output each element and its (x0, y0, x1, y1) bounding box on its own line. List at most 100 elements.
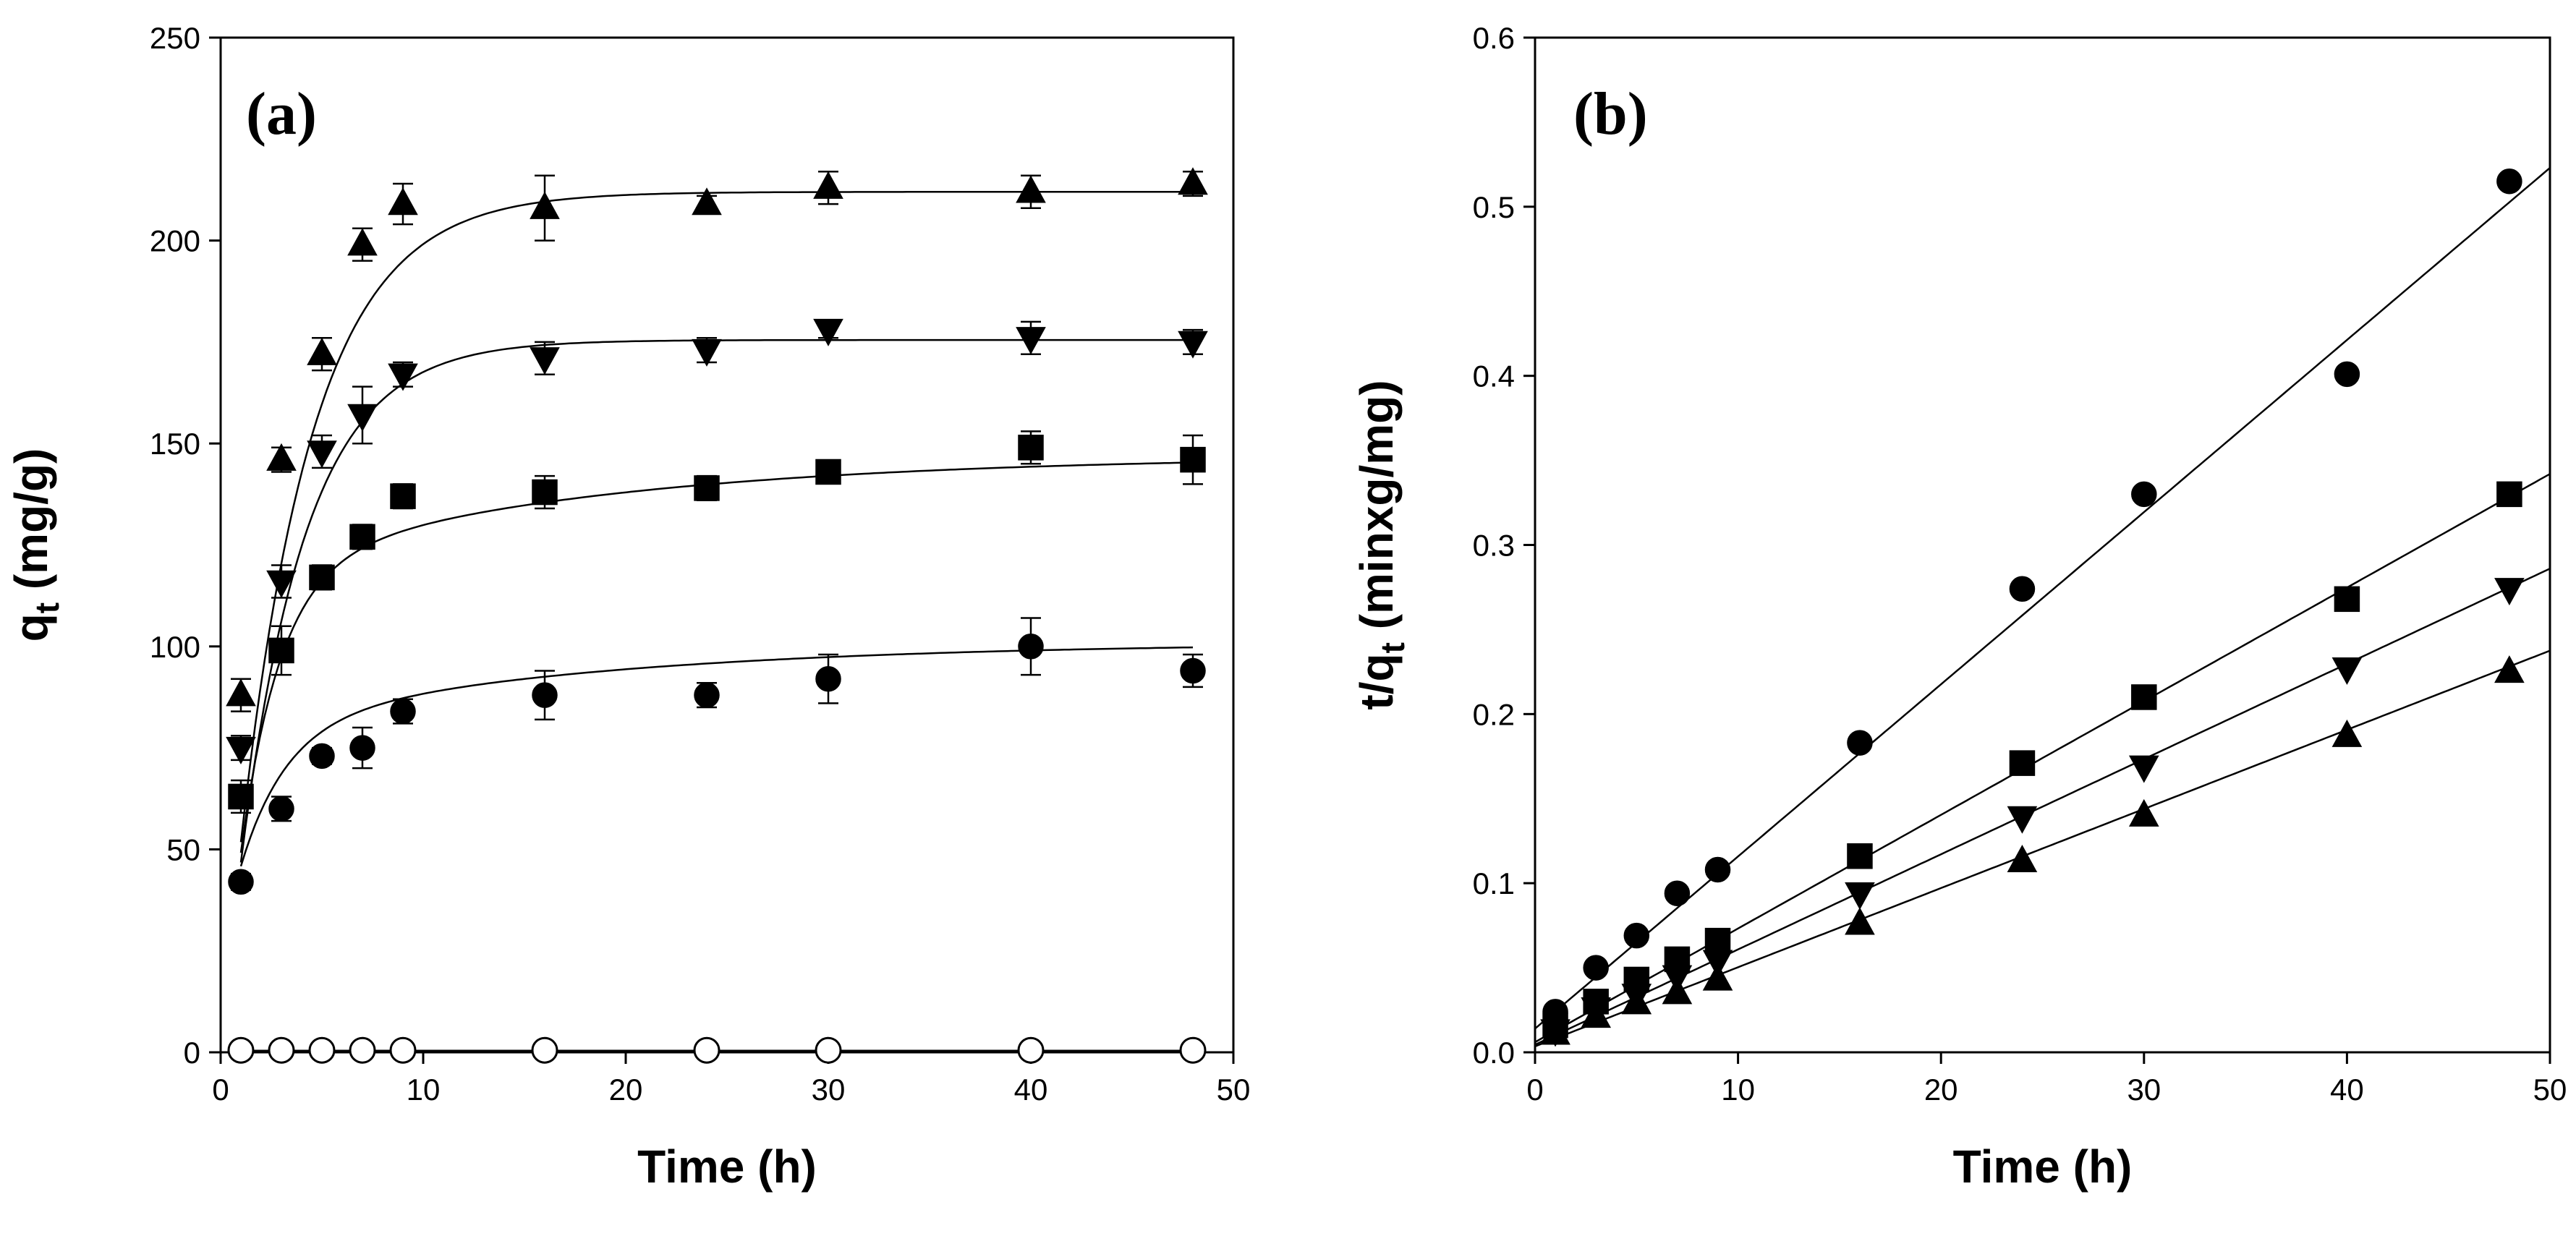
data-point-open-circle (693, 1036, 720, 1064)
y-tick-label: 150 (150, 427, 200, 461)
data-point-square (2009, 750, 2036, 776)
data-point-triangle-down (1016, 327, 1046, 355)
y-axis-title-subscript: t (28, 602, 66, 613)
data-point-circle (1847, 730, 1873, 756)
x-tick-label: 0 (212, 1073, 229, 1107)
y-tick-label: 50 (166, 832, 200, 866)
data-point-triangle-down (2007, 806, 2038, 834)
data-point-circle (1180, 657, 1206, 684)
data-point-open-circle (1017, 1036, 1045, 1064)
data-point-square (1180, 446, 1206, 473)
data-point-triangle-up (2128, 798, 2159, 827)
data-point-circle (309, 743, 335, 770)
data-point-circle (2009, 576, 2036, 602)
series-open-circle (227, 1036, 1207, 1064)
data-point-triangle-down (388, 363, 418, 391)
data-point-circle (1583, 955, 1609, 981)
data-point-triangle-down (2494, 578, 2525, 606)
series-square (1534, 473, 2551, 1044)
fit-line-triangle-down (1534, 568, 2551, 1046)
x-axis-title: Time (h) (637, 1141, 817, 1193)
data-point-circle (1664, 880, 1691, 906)
y-tick-label: 0 (184, 1036, 200, 1070)
data-point-circle (694, 682, 720, 708)
y-tick-label: 0.1 (1473, 866, 1515, 900)
x-tick-label: 30 (812, 1073, 846, 1107)
y-tick-label: 0.5 (1473, 190, 1515, 224)
x-tick-label: 50 (2533, 1073, 2567, 1107)
data-point-square (815, 459, 841, 485)
y-tick-label: 0.4 (1473, 359, 1515, 393)
data-point-open-circle (227, 1036, 255, 1064)
data-point-triangle-down (692, 338, 722, 367)
data-point-triangle-up (1178, 167, 1208, 195)
data-point-open-circle (1179, 1036, 1207, 1064)
data-point-circle (1704, 856, 1731, 883)
x-axis-title: Time (h) (1953, 1141, 2133, 1193)
data-point-triangle-down (1845, 882, 1875, 911)
data-point-circle (390, 698, 416, 725)
data-point-triangle-down (226, 736, 256, 764)
data-point-circle (532, 682, 558, 708)
data-point-square (694, 475, 720, 501)
data-point-circle (228, 869, 254, 895)
data-point-triangle-down (1178, 331, 1208, 359)
panel-label: (b) (1573, 80, 1648, 148)
series-circle (1534, 167, 2551, 1030)
data-point-triangle-up (226, 678, 256, 707)
fit-line-circle (1534, 167, 2551, 1030)
data-point-triangle-up (2331, 719, 2363, 747)
data-point-open-circle (349, 1036, 376, 1064)
data-point-triangle-up (813, 171, 843, 199)
data-point-square (1847, 843, 1873, 869)
y-axis-title-rest: (mg/g) (5, 448, 57, 602)
x-tick-label: 40 (1014, 1073, 1048, 1107)
data-point-circle (1018, 634, 1044, 660)
fit-line-triangle-down (239, 338, 1193, 863)
fit-line-triangle-up (1534, 649, 2551, 1047)
y-tick-label: 0.2 (1473, 697, 1515, 731)
data-point-open-circle (308, 1036, 336, 1064)
x-tick-label: 20 (609, 1073, 643, 1107)
data-point-triangle-up (2007, 844, 2038, 872)
data-point-open-circle (268, 1036, 295, 1064)
y-tick-label: 0.3 (1473, 529, 1515, 563)
y-axis-title-main: q (5, 613, 57, 642)
y-tick-label: 250 (150, 21, 200, 55)
y-axis-title-subscript: t (1374, 642, 1411, 653)
x-tick-label: 0 (1526, 1073, 1543, 1107)
y-axis-title: t/qt (minxg/mg) (1351, 380, 1411, 709)
data-point-triangle-up (388, 187, 418, 216)
series-circle (228, 617, 1206, 895)
fit-line-square (1534, 473, 2551, 1044)
y-tick-label: 0.6 (1473, 21, 1515, 55)
data-point-square (2334, 586, 2360, 613)
series-square (228, 430, 1206, 853)
series-triangle-up (1534, 649, 2551, 1047)
x-tick-label: 10 (1721, 1073, 1755, 1107)
data-point-open-circle (389, 1036, 417, 1064)
data-point-square (2131, 684, 2157, 710)
data-point-triangle-up (692, 187, 722, 216)
data-point-circle (268, 796, 294, 822)
y-axis-title-rest: (minxg/mg) (1351, 380, 1403, 642)
data-point-square (2496, 481, 2522, 508)
data-point-triangle-up (2494, 655, 2525, 683)
data-point-circle (1623, 922, 1650, 949)
x-tick-label: 30 (2127, 1073, 2161, 1107)
y-axis-title: qt (mg/g) (5, 448, 66, 642)
data-point-triangle-up (307, 337, 337, 365)
chart-panel-a: 0 10 20 30 40 50 0 50 100 150 200 250 Time (h) qt (mg… (5, 21, 1250, 1193)
data-point-square (268, 637, 294, 664)
data-point-triangle-up (1845, 907, 1875, 935)
data-point-open-circle (815, 1036, 842, 1064)
series-triangle-down (226, 318, 1208, 863)
data-point-triangle-down (2331, 657, 2363, 686)
series-triangle-down (1534, 568, 2551, 1047)
y-axis-title-main: t/q (1351, 653, 1403, 709)
x-tick-label: 40 (2330, 1073, 2364, 1107)
data-point-triangle-down (347, 404, 378, 432)
y-tick-label: 0.0 (1473, 1036, 1515, 1070)
data-point-triangle-up (1702, 963, 1733, 991)
